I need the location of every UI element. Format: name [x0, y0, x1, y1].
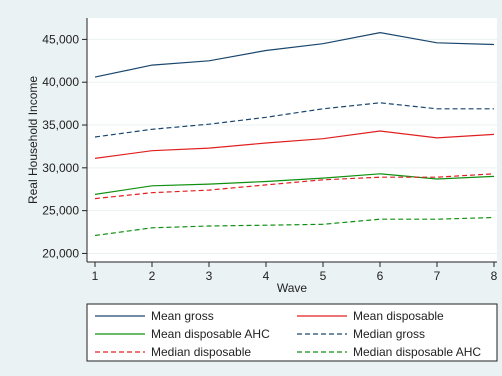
y-tick-label: 40,000 — [42, 75, 79, 89]
x-tick-label: 5 — [320, 269, 327, 283]
legend-box — [86, 303, 498, 362]
x-tick-label: 8 — [491, 269, 498, 283]
x-tick-label: 2 — [149, 269, 156, 283]
plot-area-background — [87, 18, 497, 262]
y-tick-label: 35,000 — [42, 118, 79, 132]
grid-lines — [87, 38, 497, 254]
legend-label: Mean gross — [151, 309, 214, 323]
y-tick-label: 20,000 — [42, 246, 79, 260]
y-tick-label: 25,000 — [42, 204, 79, 218]
legend-label: Mean disposable AHC — [151, 327, 270, 341]
series-line — [94, 102, 494, 138]
legend: Mean gross Mean disposable Mean disposable… — [95, 309, 481, 359]
x-tick-label: 6 — [377, 269, 384, 283]
legend-label: Median disposable — [151, 345, 251, 359]
series-line — [94, 173, 495, 195]
x-axis-title: Wave — [277, 281, 308, 295]
series-line — [94, 31, 495, 78]
y-axis-title: Real Household Income — [26, 76, 40, 204]
y-tick-label: 45,000 — [42, 32, 79, 46]
legend-label: Median gross — [353, 327, 425, 341]
x-tick-label: 1 — [92, 269, 99, 283]
y-axis: 20,000 25,000 30,000 35,000 40,000 45,000 — [42, 18, 88, 262]
series-lines — [94, 31, 495, 237]
series-line — [94, 173, 495, 200]
x-axis: 1 2 3 4 5 6 7 8 — [87, 261, 498, 283]
x-tick-label: 4 — [263, 269, 270, 283]
x-tick-label: 7 — [434, 269, 441, 283]
legend-label: Median disposable AHC — [353, 345, 481, 359]
y-tick-label: 30,000 — [42, 161, 79, 175]
legend-label: Mean disposable — [353, 309, 444, 323]
x-tick-label: 3 — [206, 269, 213, 283]
series-line — [94, 130, 495, 159]
series-line — [94, 216, 495, 237]
